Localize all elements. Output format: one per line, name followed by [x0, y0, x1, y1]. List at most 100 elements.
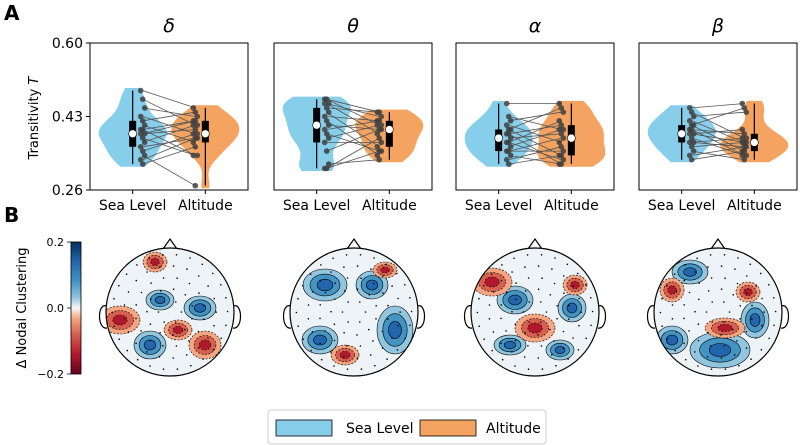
- electrode: [720, 334, 722, 336]
- positive-change-blob: [193, 303, 207, 313]
- electrode: [356, 334, 358, 336]
- data-point-altitude: [378, 122, 385, 128]
- electrode: [163, 321, 165, 323]
- electrode: [346, 368, 349, 371]
- negative-change-blob: [743, 288, 753, 296]
- electrode: [297, 325, 300, 328]
- paired-line: [691, 129, 745, 135]
- electrode: [540, 345, 543, 347]
- electrode: [333, 339, 336, 342]
- data-point-altitude: [194, 131, 201, 137]
- data-point-altitude: [376, 109, 383, 115]
- electrode: [149, 365, 151, 367]
- data-point-sea-level: [141, 139, 148, 146]
- data-point-altitude: [376, 118, 383, 124]
- electrode: [514, 339, 517, 342]
- electrode: [755, 285, 757, 287]
- electrode: [135, 342, 137, 345]
- paired-line: [326, 116, 380, 122]
- electrode: [556, 305, 558, 307]
- electrode: [545, 311, 548, 313]
- electrode: [683, 317, 685, 320]
- right-ear: [232, 305, 242, 329]
- data-point-sea-level: [688, 126, 695, 133]
- electrode: [537, 288, 540, 291]
- electrode: [671, 318, 674, 320]
- electrode: [161, 254, 164, 256]
- electrode: [488, 304, 491, 306]
- electrode: [136, 264, 138, 266]
- topomap-1: [282, 237, 426, 377]
- electrode: [720, 357, 723, 359]
- electrode: [135, 304, 137, 306]
- electrode: [212, 349, 215, 351]
- data-point-sea-level: [688, 135, 695, 141]
- electrode: [387, 318, 389, 320]
- electrode: [773, 297, 775, 299]
- electrode: [550, 354, 553, 356]
- positive-change-blob: [566, 302, 578, 314]
- paired-line: [508, 124, 562, 143]
- electrode: [343, 290, 346, 292]
- topomap-field: [106, 248, 234, 376]
- electrode: [562, 347, 565, 349]
- paired-line: [691, 111, 745, 139]
- x-tick-label: Altitude: [544, 198, 599, 214]
- paired-line: [508, 116, 562, 130]
- panel-a-letter: A: [4, 1, 20, 25]
- right-ear: [597, 305, 607, 329]
- data-point-sea-level: [323, 105, 330, 111]
- positive-change-blob: [683, 267, 697, 277]
- electrode: [188, 282, 191, 285]
- colorbar-tick-top: 0.2: [47, 236, 65, 249]
- nose: [527, 237, 543, 250]
- electrode: [566, 263, 569, 266]
- electrode: [126, 349, 128, 352]
- electrode: [197, 330, 200, 333]
- topomap-field: [290, 248, 418, 376]
- electrode: [562, 330, 565, 333]
- legend-swatch-altitude: [419, 419, 477, 437]
- electrode: [404, 284, 406, 286]
- data-point-altitude: [560, 148, 567, 154]
- y-axis-label: Transitivity T: [27, 76, 42, 161]
- data-point-sea-level: [690, 131, 697, 137]
- median-altitude: [201, 129, 210, 139]
- data-point-sea-level: [137, 131, 144, 137]
- electrode: [513, 257, 515, 260]
- paired-line: [691, 137, 745, 143]
- data-point-altitude: [739, 152, 746, 159]
- electrode: [381, 347, 384, 349]
- electrode: [359, 301, 361, 303]
- electrode: [697, 365, 699, 367]
- electrode: [334, 282, 336, 284]
- data-point-sea-level: [323, 131, 330, 137]
- electrode: [374, 364, 376, 367]
- positive-change-blob: [388, 321, 402, 339]
- electrode: [488, 318, 491, 320]
- violin-panel-2: α Sea Level Altitude: [455, 15, 615, 214]
- electrode: [342, 356, 345, 358]
- electrode: [302, 284, 304, 287]
- data-point-altitude: [194, 135, 201, 141]
- median-sea-level: [677, 129, 686, 139]
- paired-line: [142, 155, 196, 187]
- electrode: [527, 277, 530, 279]
- plot-frame: [455, 42, 615, 191]
- negative-change-blob: [172, 326, 184, 334]
- electrode: [370, 268, 372, 270]
- electrode: [203, 304, 205, 307]
- panel-title: β: [711, 15, 724, 37]
- negative-change-blob: [667, 285, 677, 295]
- data-point-altitude: [739, 135, 746, 141]
- paired-line: [326, 111, 380, 148]
- electrode: [591, 310, 594, 313]
- positive-change-blob: [316, 278, 334, 292]
- topomap-0: [98, 237, 242, 377]
- data-point-sea-level: [688, 156, 695, 163]
- electrode: [359, 345, 362, 347]
- data-point-sea-level: [507, 135, 514, 141]
- electrode: [175, 345, 178, 347]
- electrode: [478, 297, 480, 300]
- positive-change-blob: [665, 334, 679, 346]
